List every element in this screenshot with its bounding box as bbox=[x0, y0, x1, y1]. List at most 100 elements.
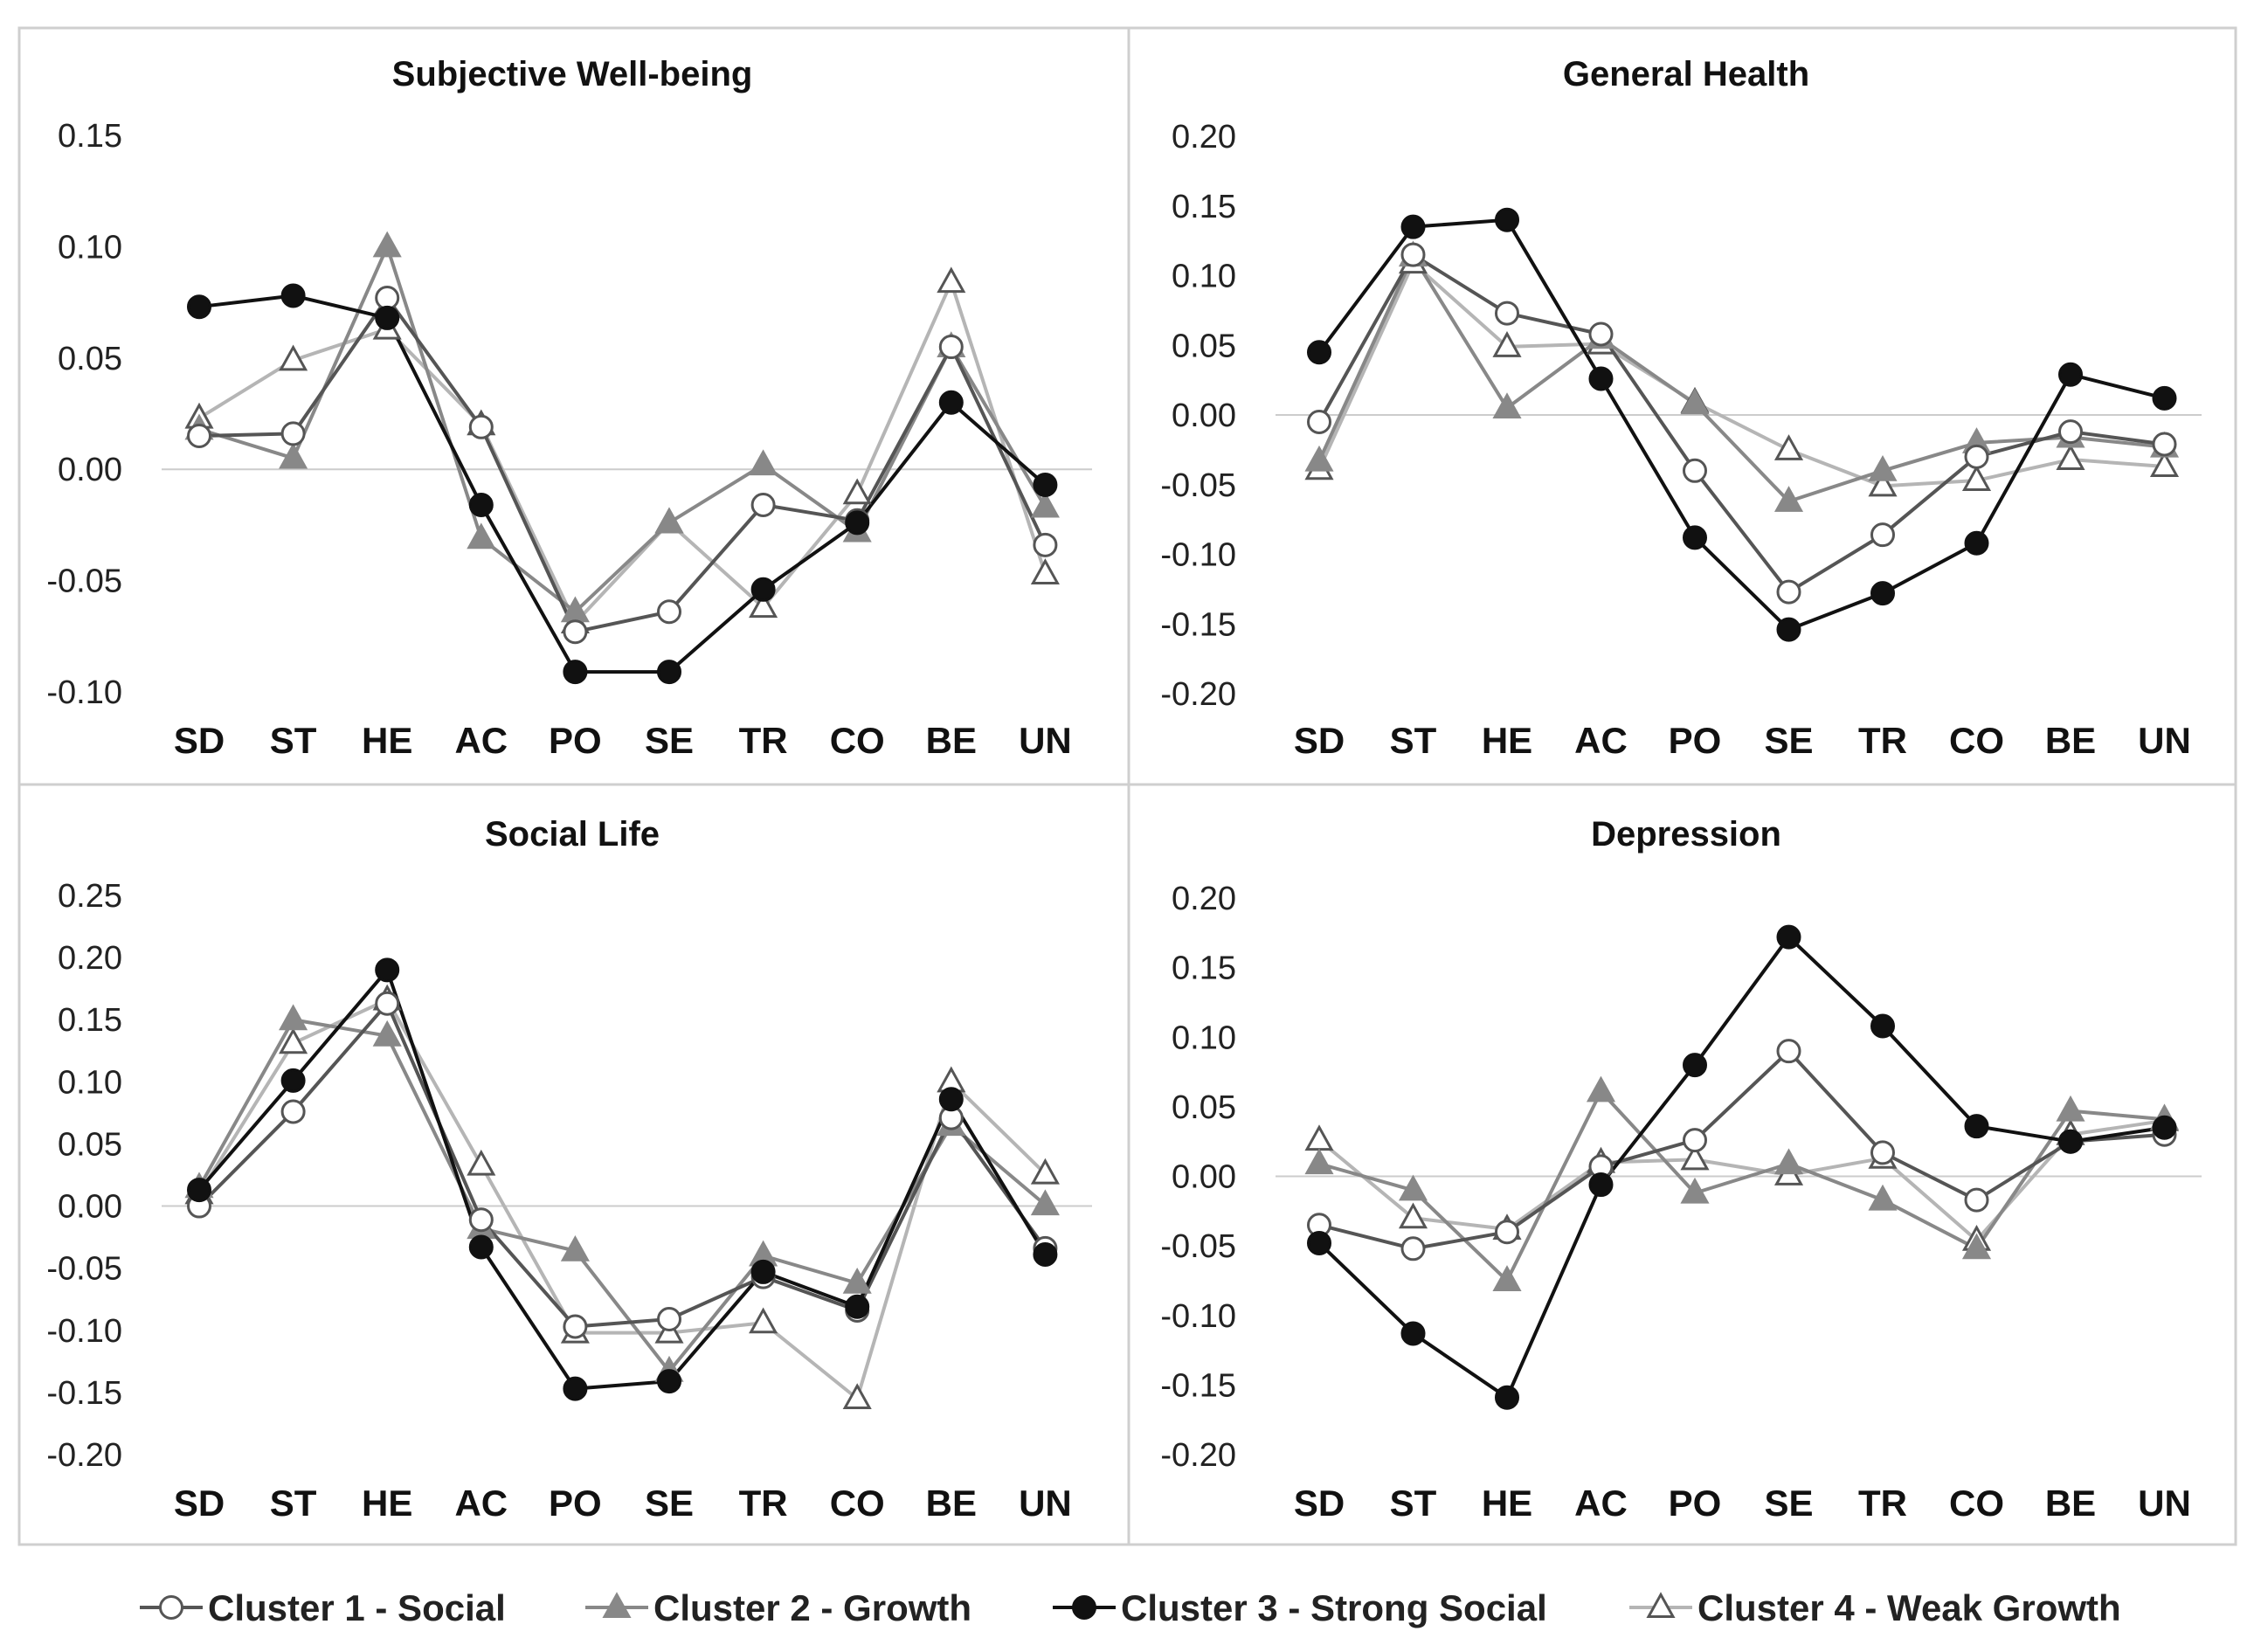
x-tick-label-po: PO bbox=[549, 1483, 602, 1524]
data-point-cluster-2-growth-he bbox=[1492, 392, 1522, 419]
legend-item-cluster-3-strong-social: Cluster 3 - Strong Social bbox=[1053, 1587, 1547, 1628]
data-point-cluster-3-strong-social-sd bbox=[187, 294, 211, 320]
y-tick-label: 0.10 bbox=[1172, 1020, 1236, 1056]
y-tick-label: 0.15 bbox=[58, 1002, 122, 1039]
data-point-cluster-2-growth-un bbox=[1030, 491, 1060, 518]
data-point-cluster-1-social-ac bbox=[468, 414, 494, 439]
data-point-cluster-4-weak-growth-st bbox=[279, 344, 308, 371]
data-point-cluster-3-strong-social-tr bbox=[750, 1259, 776, 1284]
x-tick-label-co: CO bbox=[830, 1483, 885, 1524]
data-point-cluster-1-social-ac bbox=[1588, 321, 1614, 347]
legend-item-cluster-2-growth: Cluster 2 - Growth bbox=[585, 1587, 971, 1628]
y-tick-label: -0.10 bbox=[46, 1313, 122, 1350]
series-line-cluster-2-growth bbox=[198, 245, 1047, 614]
data-point-cluster-3-strong-social-st bbox=[280, 283, 306, 308]
x-tick-label-co: CO bbox=[1949, 1483, 2004, 1524]
x-tick-label-st: ST bbox=[270, 1483, 317, 1524]
data-point-cluster-1-social-se bbox=[1776, 579, 1801, 605]
data-point-cluster-3-strong-social-st bbox=[1400, 1321, 1426, 1346]
panel-social-life: Social Life 0.25 0.20 0.15 0.10 0.05 0.00 -0.05… bbox=[46, 815, 1092, 1524]
x-tick-label-tr: TR bbox=[1858, 720, 1907, 761]
y-tick-label: -0.20 bbox=[46, 1437, 122, 1474]
x-tick-label-co: CO bbox=[830, 720, 885, 761]
x-tick-label-ac: AC bbox=[454, 1483, 508, 1524]
series-line-cluster-2-growth bbox=[1317, 254, 2165, 503]
data-point-cluster-2-growth-tr bbox=[749, 449, 778, 476]
data-point-cluster-3-strong-social-ac bbox=[1588, 366, 1614, 391]
data-point-cluster-4-weak-growth-un bbox=[2149, 451, 2180, 478]
x-tick-label-co: CO bbox=[1949, 720, 2004, 761]
legend-marker bbox=[159, 1595, 183, 1620]
series-line-cluster-2-growth bbox=[1318, 1089, 2165, 1282]
data-point-cluster-3-strong-social-st bbox=[1400, 214, 1426, 239]
x-tick-label-he: HE bbox=[1482, 720, 1532, 761]
data-point-cluster-2-growth-se bbox=[1773, 1148, 1804, 1175]
y-tick-label: 0.25 bbox=[58, 878, 122, 915]
y-tick-label: 0.15 bbox=[1172, 950, 1236, 987]
data-point-cluster-3-strong-social-se bbox=[657, 1369, 681, 1394]
data-point-cluster-1-social-he bbox=[1495, 301, 1519, 326]
x-tick-label-he: HE bbox=[1482, 1483, 1532, 1524]
data-point-cluster-2-growth-po bbox=[1680, 388, 1710, 415]
x-tick-label-tr: TR bbox=[739, 720, 788, 761]
x-tick-label-be: BE bbox=[926, 1483, 977, 1524]
data-point-cluster-1-social-ac bbox=[468, 1207, 494, 1233]
data-point-cluster-2-growth-st bbox=[279, 442, 308, 469]
data-point-cluster-2-growth-po bbox=[1680, 1177, 1710, 1204]
data-point-cluster-3-strong-social-co bbox=[1964, 530, 1989, 556]
x-tick-label-ac: AC bbox=[1574, 1483, 1628, 1524]
data-point-cluster-3-strong-social-ac bbox=[468, 1234, 494, 1260]
chart-title: Depression bbox=[1591, 815, 1781, 854]
x-tick-label-se: SE bbox=[1764, 1483, 1813, 1524]
y-tick-label: 0.05 bbox=[1172, 1089, 1236, 1126]
data-point-cluster-1-social-po bbox=[563, 619, 588, 645]
data-point-cluster-3-strong-social-se bbox=[1776, 617, 1801, 642]
y-tick-label: 0.00 bbox=[58, 1189, 122, 1226]
legend-item-cluster-1-social: Cluster 1 - Social bbox=[140, 1587, 506, 1628]
data-point-cluster-2-growth-tr bbox=[1868, 455, 1898, 481]
data-point-cluster-4-weak-growth-po bbox=[1680, 1144, 1710, 1171]
data-point-cluster-1-social-po bbox=[1683, 458, 1707, 483]
data-point-cluster-4-weak-growth-co bbox=[842, 1383, 872, 1409]
data-point-cluster-4-weak-growth-be bbox=[937, 266, 966, 294]
data-point-cluster-4-weak-growth-tr bbox=[1868, 470, 1898, 497]
data-point-cluster-3-strong-social-he bbox=[1495, 1385, 1519, 1410]
data-point-cluster-1-social-se bbox=[657, 599, 681, 625]
y-tick-label: -0.05 bbox=[1160, 1228, 1236, 1265]
data-point-cluster-4-weak-growth-be bbox=[2056, 444, 2085, 471]
panel-frames bbox=[17, 26, 2237, 1546]
data-point-cluster-3-strong-social-un bbox=[2152, 1115, 2177, 1140]
data-point-cluster-2-growth-po bbox=[560, 1234, 590, 1261]
series-line-cluster-1-social bbox=[1317, 252, 2165, 594]
data-point-cluster-2-growth-ac bbox=[1586, 1075, 1616, 1102]
y-tick-label: 0.05 bbox=[58, 1126, 122, 1163]
series-line-cluster-3-strong-social bbox=[1317, 218, 2165, 632]
y-tick-label: 0.15 bbox=[58, 118, 122, 155]
y-tick-label: -0.15 bbox=[1160, 606, 1236, 643]
y-tick-label: 0.00 bbox=[1172, 397, 1236, 434]
data-point-cluster-2-growth-he bbox=[1492, 1265, 1522, 1291]
data-point-cluster-1-social-st bbox=[280, 1099, 306, 1124]
data-point-cluster-2-growth-se bbox=[1773, 486, 1804, 512]
data-point-cluster-2-growth-ac bbox=[467, 522, 496, 550]
data-point-cluster-4-weak-growth-tr bbox=[749, 1307, 778, 1334]
y-tick-label: 0.10 bbox=[58, 1064, 122, 1101]
series-line-cluster-1-social bbox=[1318, 1049, 2165, 1251]
y-tick-label: -0.10 bbox=[1160, 1298, 1236, 1335]
y-tick-label: -0.15 bbox=[46, 1375, 122, 1412]
data-point-cluster-3-strong-social-po bbox=[1683, 525, 1707, 550]
chart-title: General Health bbox=[1563, 55, 1809, 93]
legend-item-cluster-4-weak-growth: Cluster 4 - Weak Growth bbox=[1629, 1587, 2121, 1628]
data-point-cluster-3-strong-social-sd bbox=[187, 1178, 211, 1203]
y-tick-label: 0.10 bbox=[1172, 259, 1236, 295]
data-point-cluster-3-strong-social-ac bbox=[1588, 1172, 1614, 1198]
data-point-cluster-4-weak-growth-un bbox=[1030, 558, 1060, 584]
y-tick-label: -0.05 bbox=[46, 1251, 122, 1288]
data-point-cluster-3-strong-social-co bbox=[845, 510, 870, 536]
series-line-cluster-3-strong-social bbox=[197, 968, 1047, 1391]
y-tick-label: 0.00 bbox=[58, 452, 122, 488]
series-line-cluster-4-weak-growth bbox=[1317, 261, 2165, 488]
y-tick-label: 0.10 bbox=[58, 229, 122, 266]
y-tick-label: -0.20 bbox=[1160, 1437, 1236, 1474]
